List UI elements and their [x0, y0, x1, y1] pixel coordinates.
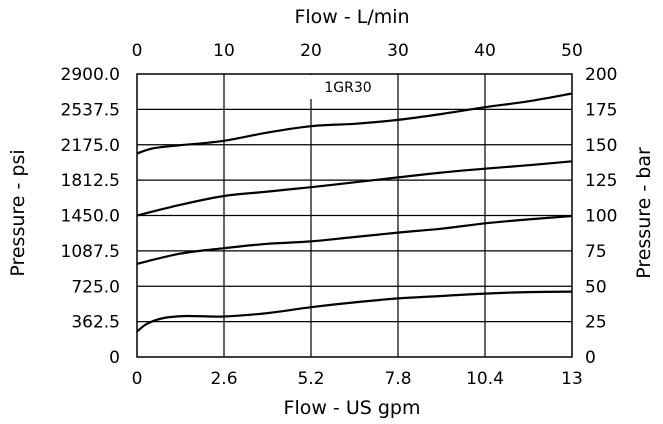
- series-line-1: [136, 92, 573, 155]
- y-right-tick-label: 200: [585, 65, 617, 85]
- x-top-tick-label: 0: [132, 41, 143, 61]
- x-top-tick-label: 30: [387, 41, 409, 61]
- y-left-tick-label: 2175.0: [61, 136, 120, 156]
- y-right-tick-label: 0: [585, 348, 596, 368]
- y-left-tick-label: 2537.5: [61, 100, 120, 120]
- y-left-tick-label: 1087.5: [61, 242, 120, 262]
- y-right-tick-label: 100: [585, 207, 617, 227]
- x-bottom-tick-label: 0: [132, 369, 143, 389]
- x-bottom-tick-label: 7.8: [384, 369, 411, 389]
- y-left-axis-label: Pressure - psi: [7, 149, 29, 276]
- x-top-tick-label: 20: [300, 41, 322, 61]
- grid: [137, 74, 572, 357]
- series-group: [136, 92, 573, 333]
- y-right-tick-label: 175: [585, 100, 617, 120]
- y-right-tick-label: 75: [585, 242, 607, 262]
- x-bottom-tick-label: 2.6: [210, 369, 237, 389]
- x-bottom-tick-label: 13: [561, 369, 583, 389]
- y-right-tick-label: 25: [585, 313, 607, 333]
- series-annotation: 1GR30: [324, 80, 371, 96]
- x-top-tick-label: 40: [474, 41, 496, 61]
- y-left-tick-label: 725.0: [71, 277, 120, 297]
- y-left-tick-label: 1450.0: [61, 207, 120, 227]
- series-line-4: [136, 290, 573, 333]
- y-right-tick-label: 150: [585, 136, 617, 156]
- y-left-tick-label: 362.5: [71, 313, 120, 333]
- series-line-2: [136, 160, 573, 217]
- x-top-axis-label: Flow - L/min: [294, 6, 409, 28]
- x-bottom-tick-label: 10.4: [466, 369, 504, 389]
- tick-labels: 0 2.6 5.2 7.8 10.4 130 10 20 30 40 500362.5725.010…: [61, 41, 618, 389]
- y-right-tick-label: 125: [585, 171, 617, 191]
- x-top-tick-label: 50: [561, 41, 583, 61]
- x-bottom-tick-label: 5.2: [297, 369, 324, 389]
- annotation-background: [309, 75, 387, 99]
- y-left-tick-label: 1812.5: [61, 171, 120, 191]
- x-top-tick-label: 10: [213, 41, 235, 61]
- series-line-3: [136, 214, 573, 265]
- y-left-tick-label: 2900.0: [61, 65, 120, 85]
- y-left-tick-label: 0: [109, 348, 120, 368]
- x-bottom-axis-label: Flow - US gpm: [284, 397, 421, 419]
- y-right-axis-label: Pressure - bar: [633, 147, 655, 279]
- y-right-tick-label: 50: [585, 277, 607, 297]
